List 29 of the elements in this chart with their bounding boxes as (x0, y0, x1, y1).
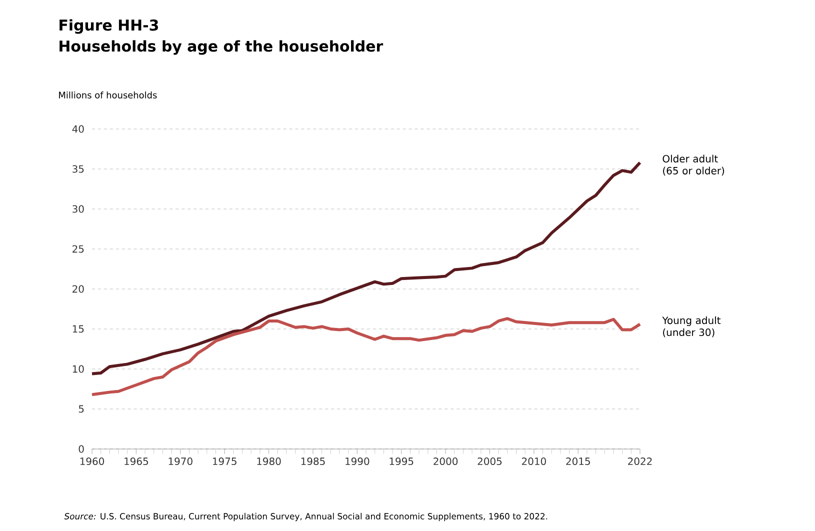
y-tick-label: 5 (78, 405, 84, 413)
text: Source: U.S. Census Bureau, Current Population Survey, Annual Social and Economic Supplements, 1960 to 2022. (64, 512, 548, 522)
x-tick-label: 1980 (257, 457, 281, 466)
x-tick-label: 2010 (522, 457, 546, 466)
y-tick-label: 10 (72, 365, 84, 373)
x-tick-label: 1990 (346, 457, 370, 466)
chart-subtitle: Households by age of the householder (60, 40, 384, 55)
y-tick-label: 20 (72, 285, 84, 293)
x-tick-label: 2000 (434, 457, 458, 466)
x-tick-label: 1975 (213, 457, 236, 466)
y-tick-label: 25 (72, 245, 84, 253)
chart-title: Figure HH-3 (60, 19, 158, 34)
x-tick-label: 1960 (80, 457, 104, 466)
x-tick-label: 2005 (478, 457, 502, 466)
x-tick-label: 1995 (390, 457, 414, 466)
line-series (90, 161, 642, 376)
x-tick-label: 1985 (301, 457, 325, 466)
x-tick-label: 1970 (168, 457, 192, 466)
x-tick-label: 1965 (124, 457, 148, 466)
y-tick-label: 15 (72, 325, 84, 333)
y-axis-title: Millions of households (59, 92, 157, 98)
y-tick-label: 30 (72, 205, 84, 213)
x-tick-label: 2015 (566, 457, 590, 466)
text: Young adult (under 30) (662, 316, 721, 338)
y-tick-label: 40 (72, 125, 84, 133)
text: Older adult (65 or older) (662, 154, 724, 176)
y-tick-label: 0 (78, 445, 84, 453)
y-tick-label: 35 (72, 165, 84, 173)
x-tick-label: 2022 (628, 457, 652, 466)
